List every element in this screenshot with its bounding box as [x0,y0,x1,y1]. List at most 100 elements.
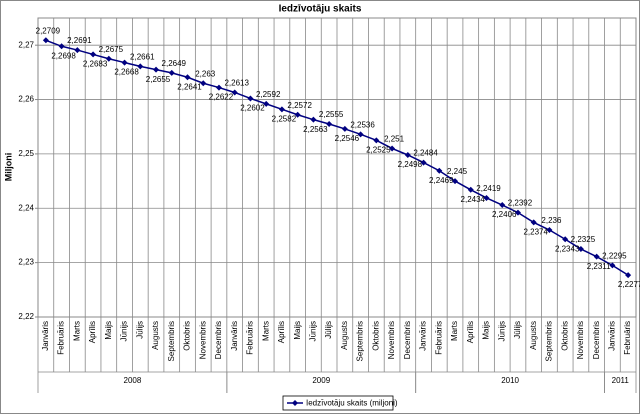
data-point [58,43,65,50]
legend-label: Iedzīvotāju skaits (miljoni) [306,399,398,408]
x-tick-label: Augusts [151,321,160,350]
x-tick-label: Februāris [623,321,632,355]
data-label: 2,2698 [51,51,76,60]
data-point [436,167,443,174]
data-label: 2,2374 [523,228,548,237]
x-tick-label: Septembris [356,321,365,361]
data-point [42,37,49,44]
data-label: 2,2277 [618,280,640,289]
data-point [278,106,285,113]
data-line [45,39,629,276]
group-label: 2009 [312,376,330,385]
data-point [105,55,112,62]
y-tick-label: 2,22 [18,312,34,321]
x-tick-label: Augusts [340,321,349,350]
data-point [341,125,348,132]
y-tick-label: 2,23 [18,258,34,267]
data-label: 2,236 [541,216,562,225]
data-point [452,178,459,185]
x-tick-label: Aprīlis [277,321,286,343]
data-label: 2,2536 [350,120,375,129]
data-point [153,66,160,73]
data-point [467,186,474,193]
data-point [593,253,600,260]
data-point [168,69,175,76]
x-tick-label: Aprīlis [88,321,97,343]
y-tick-label: 2,25 [18,149,34,158]
x-tick-label: Jūnijs [120,321,129,341]
legend-marker [292,400,298,406]
x-tick-label: Marts [450,321,459,341]
y-tick-label: 2,27 [18,40,34,49]
data-label: 2,2622 [209,93,234,102]
x-tick-label: Jūlijs [135,321,144,339]
x-tick-label: Februāris [57,321,66,355]
x-tick-label: Jūnijs [309,321,318,341]
data-point [389,145,396,152]
y-tick-label: 2,24 [18,203,34,212]
data-label: 2,2392 [508,199,533,208]
data-label: 2,2469 [429,176,454,185]
x-tick-label: Decembris [403,321,412,359]
x-tick-label: Janvāris [608,321,617,351]
x-tick-label: Jūnijs [497,321,506,341]
data-point [326,121,333,128]
x-tick-label: Oktobris [183,321,192,351]
data-point [263,100,270,107]
x-tick-label: Decembris [592,321,601,359]
data-label: 2,2546 [335,134,360,143]
group-label: 2011 [612,376,630,385]
data-point [200,80,207,87]
x-tick-label: Februāris [434,321,443,355]
data-point [420,159,427,166]
group-label: 2008 [124,376,142,385]
x-tick-label: Decembris [214,321,223,359]
data-point [499,202,506,209]
x-tick-label: Septembris [167,321,176,361]
data-label: 2,2613 [224,79,249,88]
data-label: 2,2582 [272,114,297,123]
data-label: 2,2649 [162,59,187,68]
data-label: 2,2343 [555,244,580,253]
data-point [310,116,317,123]
data-label: 2,2406 [492,210,517,219]
x-tick-label: Jūlijs [513,321,522,339]
data-point [90,51,97,58]
y-tick-label: 2,26 [18,95,34,104]
data-label: 2,2325 [571,235,596,244]
data-label: 2,2525 [366,145,391,154]
data-label: 2,2563 [303,125,328,134]
data-label: 2,2419 [476,184,501,193]
data-point [184,74,191,81]
chart-title: Iedzīvotāju skaits [279,4,362,15]
data-label: 2,2691 [67,36,92,45]
x-tick-label: Augusts [529,321,538,350]
data-point [74,47,81,54]
data-point [373,137,380,144]
data-label: 2,2311 [587,262,611,271]
data-label: 2,2655 [146,75,171,84]
x-tick-label: Oktobris [371,321,380,351]
y-axis-title: Miljoni [3,153,13,182]
x-tick-label: Janvāris [230,321,239,351]
data-point [247,95,254,102]
data-point [137,63,144,70]
x-tick-label: Septembris [545,321,554,361]
data-label: 2,2498 [398,160,423,169]
x-tick-label: Janvāris [419,321,428,351]
data-point [577,246,584,253]
data-point [121,59,128,66]
data-label: 2,263 [195,69,216,78]
data-point [625,272,632,279]
x-tick-label: Marts [72,321,81,341]
data-label: 2,2295 [602,251,627,260]
x-tick-label: Jūlijs [324,321,333,339]
data-label: 2,2661 [130,52,155,61]
x-tick-label: Februāris [246,321,255,355]
x-tick-label: Maijs [104,321,113,340]
data-point [530,219,537,226]
x-tick-label: Novembris [387,321,396,359]
x-tick-label: Novembris [198,321,207,359]
